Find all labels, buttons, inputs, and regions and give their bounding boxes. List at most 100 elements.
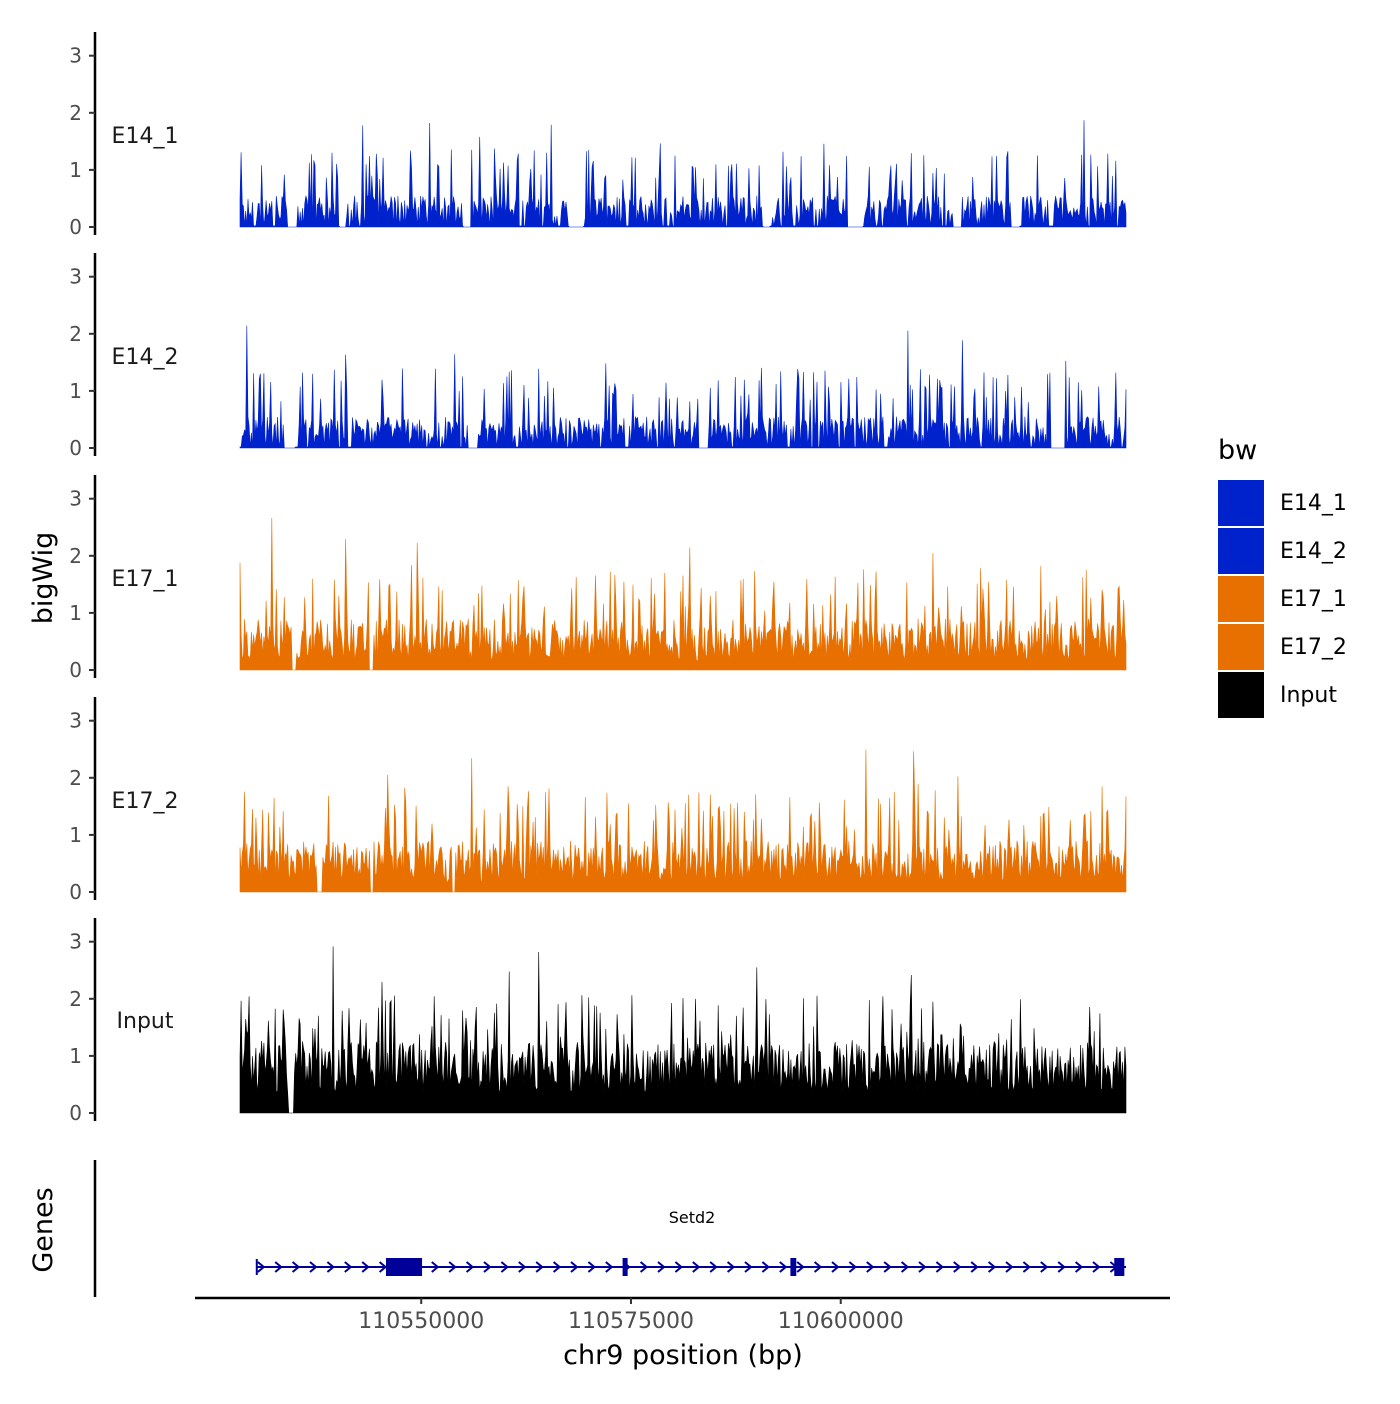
y-tick-label: 1 [69, 158, 82, 182]
exon-block [1114, 1258, 1125, 1276]
strand-arrow [657, 1261, 666, 1273]
y-tick-label: 1 [69, 823, 82, 847]
legend-swatch [1218, 672, 1264, 718]
strand-arrow [796, 1261, 805, 1273]
y-tick-label: 0 [69, 1101, 82, 1125]
track-label: Input [117, 1009, 174, 1034]
strand-arrow [866, 1261, 875, 1273]
strand-arrow [605, 1261, 614, 1273]
strand-arrow [291, 1261, 301, 1273]
strand-arrow [639, 1261, 649, 1273]
strand-arrow [900, 1261, 910, 1273]
x-tick-label: 110550000 [358, 1309, 484, 1334]
strand-arrow [378, 1261, 388, 1273]
exon-block [622, 1258, 628, 1276]
legend-title: bw [1218, 435, 1257, 466]
y-tick-label: 3 [69, 487, 82, 511]
strand-arrow [953, 1261, 962, 1273]
y-tick-label: 2 [69, 544, 82, 568]
strand-arrow [535, 1261, 544, 1273]
exon-block [790, 1258, 797, 1276]
y-tick-label: 1 [69, 1044, 82, 1068]
legend-label: E17_2 [1280, 635, 1347, 660]
strand-arrow [935, 1261, 944, 1273]
signal-area [239, 749, 1127, 893]
strand-arrow [761, 1261, 770, 1273]
strand-arrow [448, 1261, 457, 1273]
y-tick-label: 1 [69, 601, 82, 625]
legend-label: Input [1280, 683, 1337, 708]
y-tick-label: 3 [69, 930, 82, 954]
strand-arrow [970, 1261, 979, 1273]
x-tick-label: 110600000 [778, 1309, 904, 1334]
strand-arrow [570, 1261, 579, 1273]
strand-arrow [1040, 1261, 1049, 1273]
legend-swatch [1218, 624, 1264, 670]
strand-arrow [465, 1261, 475, 1273]
strand-arrow [831, 1261, 840, 1273]
x-tick-label: 110575000 [568, 1309, 694, 1334]
track-label: E17_2 [112, 789, 179, 814]
strand-arrow [918, 1261, 927, 1273]
track-label: E14_2 [112, 345, 179, 370]
strand-arrow [987, 1261, 997, 1273]
strand-arrow [674, 1261, 683, 1273]
y-tick-label: 3 [69, 44, 82, 68]
y-tick-label: 0 [69, 215, 82, 239]
strand-arrow [274, 1261, 283, 1273]
genes-track-title: Genes [28, 1187, 59, 1272]
strand-arrow [587, 1261, 596, 1273]
strand-arrow [1005, 1261, 1014, 1273]
strand-arrow [1092, 1261, 1101, 1273]
y-tick-label: 0 [69, 436, 82, 460]
y-tick-label: 3 [69, 709, 82, 733]
strand-arrow [257, 1261, 266, 1273]
signal-area [239, 120, 1127, 228]
strand-arrow [361, 1261, 370, 1273]
y-tick-label: 2 [69, 987, 82, 1011]
y-tick-label: 2 [69, 322, 82, 346]
strand-arrow [883, 1261, 892, 1273]
y-tick-label: 1 [69, 379, 82, 403]
legend-swatch [1218, 576, 1264, 622]
x-axis-title: chr9 position (bp) [563, 1340, 803, 1371]
strand-arrow [500, 1261, 509, 1273]
track-label: E14_1 [112, 124, 179, 149]
legend-label: E17_1 [1280, 587, 1347, 612]
strand-arrow [709, 1261, 718, 1273]
y-tick-label: 0 [69, 880, 82, 904]
strand-arrow [326, 1261, 335, 1273]
y-tick-label: 2 [69, 101, 82, 125]
strand-arrow [726, 1261, 736, 1273]
strand-arrow [779, 1261, 788, 1273]
gene-name-label: Setd2 [669, 1208, 716, 1227]
strand-arrow [309, 1261, 318, 1273]
strand-arrow [1022, 1261, 1031, 1273]
legend-label: E14_1 [1280, 491, 1347, 516]
y-tick-label: 0 [69, 658, 82, 682]
strand-arrow [552, 1261, 562, 1273]
strand-arrow [431, 1261, 440, 1273]
strand-arrow [483, 1261, 492, 1273]
strand-arrow [518, 1261, 527, 1273]
track-label: E17_1 [112, 567, 179, 592]
strand-arrow [1057, 1261, 1066, 1273]
signal-area [239, 946, 1127, 1114]
y-tick-label: 3 [69, 265, 82, 289]
signal-area [239, 517, 1127, 671]
strand-arrow [744, 1261, 753, 1273]
strand-arrow [813, 1261, 823, 1273]
legend-swatch [1218, 528, 1264, 574]
strand-arrow [344, 1261, 353, 1273]
legend-swatch [1218, 480, 1264, 526]
legend-label: E14_2 [1280, 539, 1347, 564]
y-axis-title: bigWig [28, 532, 59, 625]
strand-arrow [848, 1261, 857, 1273]
strand-arrow [1074, 1261, 1084, 1273]
exon-block [385, 1258, 423, 1276]
signal-area [239, 325, 1127, 449]
strand-arrow [692, 1261, 701, 1273]
y-tick-label: 2 [69, 766, 82, 790]
